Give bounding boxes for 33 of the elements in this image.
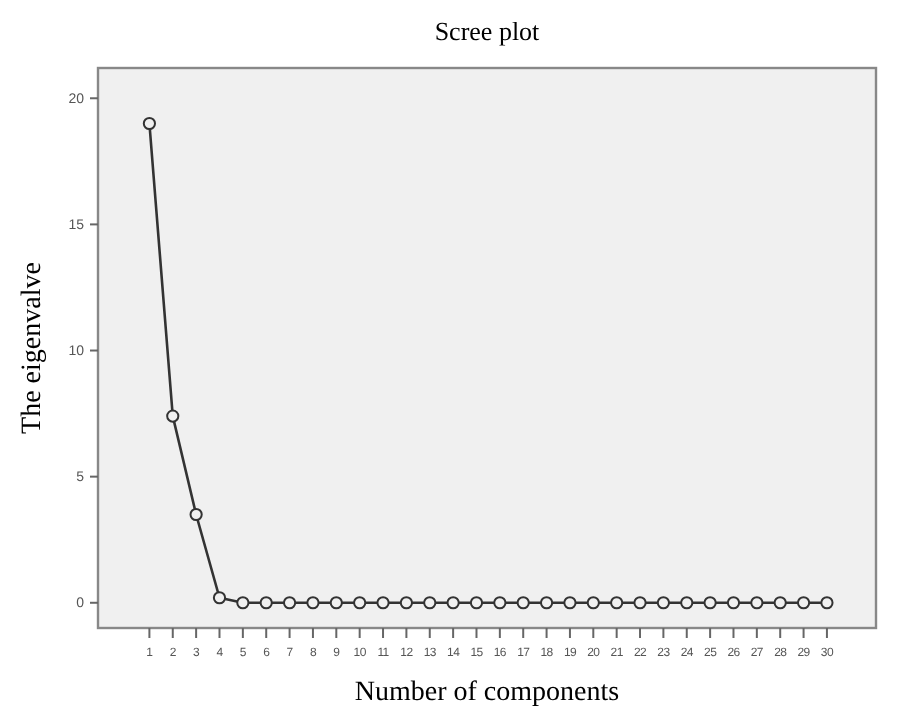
point: [750, 596, 764, 610]
point: [703, 596, 717, 610]
point: [189, 507, 203, 522]
point: [563, 596, 577, 610]
point: [212, 591, 227, 605]
point: [796, 596, 811, 610]
y-axis-title: The eigenvalve: [18, 262, 48, 434]
point: [376, 596, 390, 610]
point: [353, 596, 367, 610]
point: [773, 596, 787, 610]
point: [282, 596, 297, 610]
point: [142, 116, 156, 131]
point: [423, 596, 437, 610]
point: [610, 596, 624, 610]
point: [656, 596, 670, 610]
point: [329, 596, 343, 610]
point: [469, 596, 484, 610]
point: [236, 596, 250, 610]
chart-title: Scree plot: [434, 16, 541, 46]
point: [539, 596, 554, 610]
point: [306, 596, 320, 610]
x-axis-title: Number of components: [354, 678, 620, 708]
point: [726, 596, 741, 610]
point: [493, 596, 507, 610]
point: [399, 596, 413, 610]
point: [586, 596, 600, 610]
point: [516, 596, 530, 610]
point: [633, 596, 647, 610]
point: [259, 596, 273, 610]
point: [166, 409, 180, 423]
point: [446, 596, 460, 610]
point: [820, 596, 834, 610]
point: [680, 596, 694, 610]
